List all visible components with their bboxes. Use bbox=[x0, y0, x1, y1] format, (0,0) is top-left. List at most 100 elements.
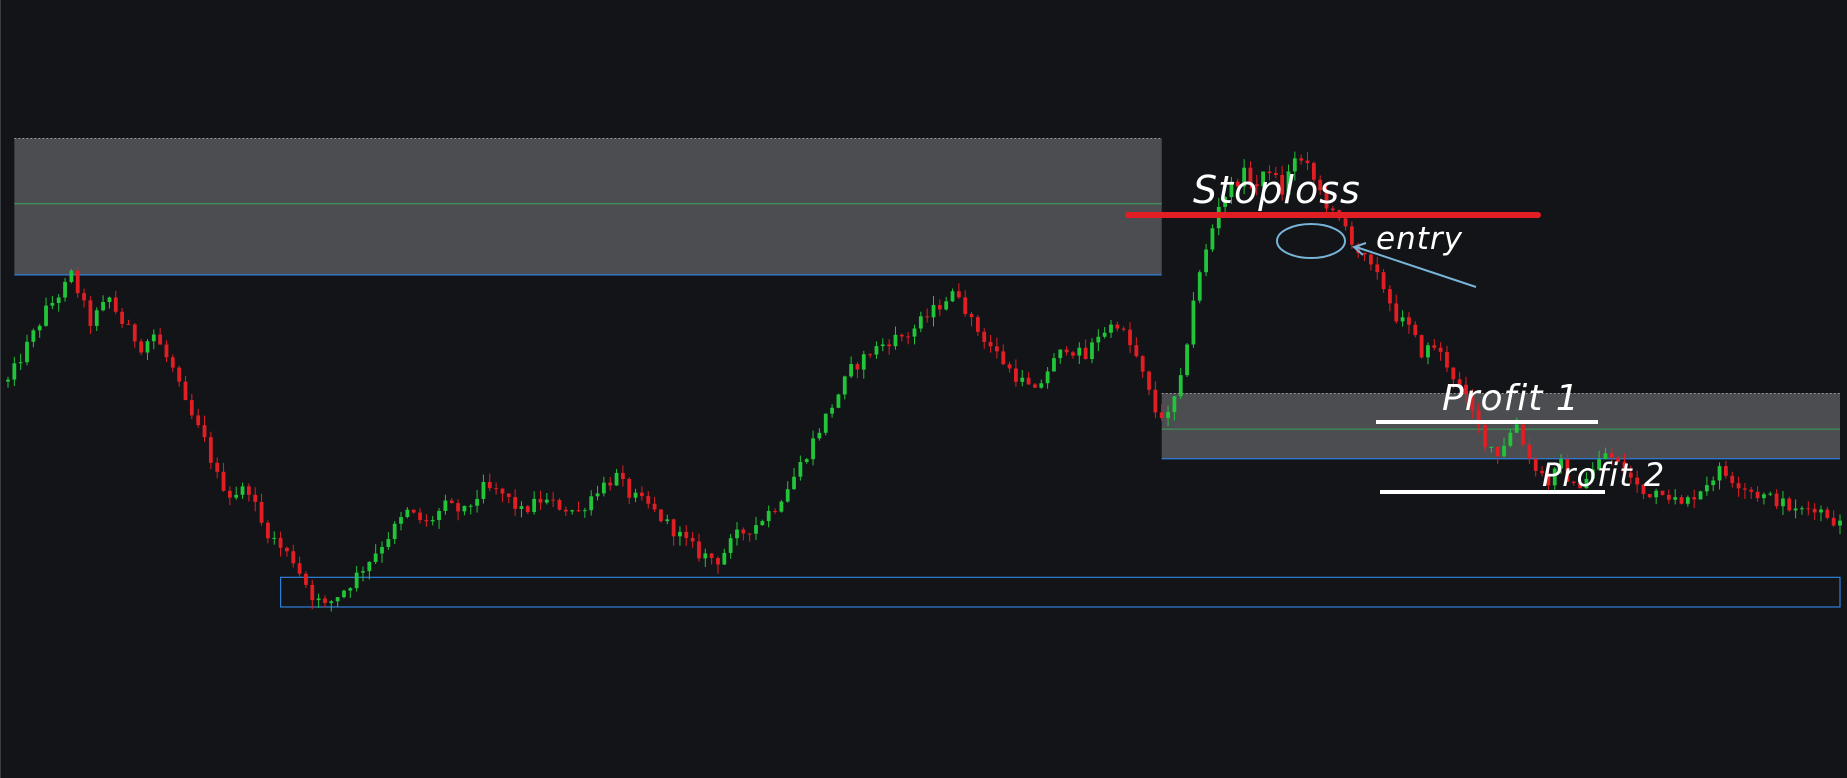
candle bbox=[1711, 476, 1716, 492]
candle bbox=[443, 494, 448, 515]
candle-body bbox=[1812, 508, 1817, 513]
candle bbox=[1654, 488, 1659, 505]
candle bbox=[37, 323, 42, 338]
entry-circle bbox=[1276, 223, 1346, 259]
candle-body bbox=[1559, 458, 1563, 469]
candle bbox=[158, 327, 163, 345]
candle-body bbox=[684, 531, 689, 538]
candle-body bbox=[969, 313, 974, 318]
candle-body bbox=[576, 510, 581, 512]
candle bbox=[1616, 456, 1621, 463]
candle bbox=[1166, 405, 1170, 427]
candle bbox=[1007, 361, 1012, 373]
candle bbox=[1565, 454, 1570, 483]
candle bbox=[335, 597, 340, 608]
candle-body bbox=[963, 297, 968, 314]
candle bbox=[849, 356, 853, 379]
candle bbox=[1546, 470, 1551, 492]
candle bbox=[1292, 151, 1297, 181]
candle-body bbox=[18, 362, 23, 364]
candle-body bbox=[323, 598, 327, 604]
candle bbox=[1045, 367, 1050, 389]
candle-body bbox=[880, 344, 885, 347]
candle-body bbox=[380, 546, 384, 554]
candle-body bbox=[494, 488, 499, 490]
candle bbox=[1349, 221, 1354, 249]
candle-body bbox=[899, 334, 904, 337]
candle bbox=[1267, 165, 1272, 181]
candle bbox=[703, 548, 708, 567]
candle bbox=[63, 277, 67, 302]
zones-layer bbox=[14, 138, 1841, 608]
candle-body bbox=[1565, 458, 1570, 482]
candle bbox=[1109, 319, 1113, 338]
candle bbox=[1172, 396, 1177, 421]
candle-body bbox=[424, 520, 429, 522]
candle bbox=[253, 487, 258, 512]
candle-body bbox=[1286, 171, 1291, 195]
candle-body bbox=[557, 499, 562, 510]
candle-body bbox=[411, 509, 416, 513]
candle bbox=[785, 481, 790, 503]
candle-body bbox=[1426, 345, 1430, 358]
candle bbox=[766, 505, 771, 528]
supply-zone-top bbox=[14, 138, 1162, 275]
candle bbox=[1666, 489, 1671, 504]
candle bbox=[1793, 499, 1798, 519]
candle bbox=[1552, 466, 1557, 492]
candle bbox=[392, 521, 397, 545]
candle-body bbox=[640, 492, 644, 497]
candle bbox=[633, 488, 638, 503]
candle-body bbox=[1052, 358, 1056, 372]
candle bbox=[576, 501, 581, 513]
candle bbox=[690, 531, 695, 548]
candle-body bbox=[1153, 389, 1158, 413]
candle bbox=[1286, 164, 1291, 197]
candle-body bbox=[1514, 424, 1519, 433]
candle-body bbox=[418, 512, 422, 521]
candle bbox=[1210, 224, 1215, 253]
candle bbox=[1261, 171, 1266, 196]
candle bbox=[1628, 465, 1633, 484]
candle-body bbox=[1039, 383, 1044, 388]
candle bbox=[1806, 501, 1811, 516]
candle-body bbox=[608, 482, 613, 486]
candle-body bbox=[1483, 424, 1487, 448]
candle-body bbox=[202, 425, 207, 438]
candle-body bbox=[614, 472, 619, 486]
candle-body bbox=[1698, 491, 1703, 500]
candle-body bbox=[1495, 446, 1500, 457]
candle-body bbox=[101, 302, 105, 311]
candle-body bbox=[1083, 347, 1088, 359]
candle bbox=[665, 514, 670, 525]
candle bbox=[329, 600, 334, 612]
candle-body bbox=[519, 506, 524, 509]
candle bbox=[1464, 376, 1468, 403]
candle bbox=[437, 507, 441, 529]
candle bbox=[1533, 456, 1538, 477]
candle bbox=[582, 507, 587, 518]
candle-body bbox=[145, 341, 150, 353]
demand-zone-bottom bbox=[279, 576, 1841, 608]
candle-body bbox=[760, 521, 765, 526]
candle bbox=[1242, 159, 1247, 195]
candle-body bbox=[1001, 351, 1006, 365]
candle bbox=[1083, 339, 1088, 360]
candle bbox=[202, 415, 207, 442]
candle bbox=[1254, 174, 1259, 196]
candle-body bbox=[1026, 377, 1031, 385]
candle-body bbox=[266, 522, 270, 539]
candle-body bbox=[1273, 173, 1278, 176]
candle-body bbox=[1762, 494, 1766, 499]
candle-body bbox=[1096, 336, 1101, 343]
candle-body bbox=[582, 510, 587, 512]
candle bbox=[310, 579, 315, 610]
candle-body bbox=[1730, 475, 1735, 484]
candle bbox=[1698, 490, 1703, 500]
candle bbox=[405, 507, 410, 519]
candle bbox=[430, 515, 435, 526]
candle-body bbox=[44, 305, 48, 326]
candle-body bbox=[849, 364, 853, 377]
candle-body bbox=[221, 471, 226, 491]
candle-body bbox=[468, 505, 473, 507]
